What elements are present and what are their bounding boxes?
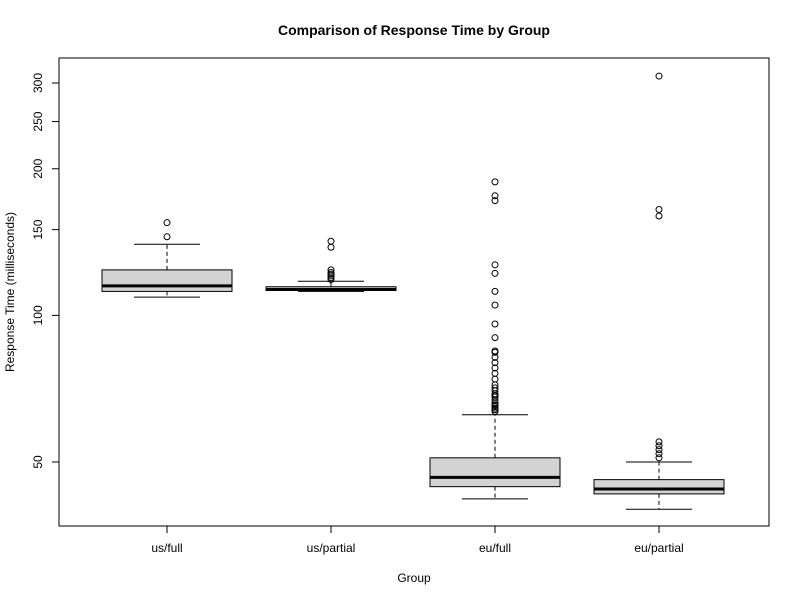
- outlier-point: [655, 212, 663, 220]
- outlier-point: [655, 454, 663, 462]
- outlier-point: [491, 347, 499, 355]
- box-series: [101, 72, 725, 510]
- outlier-point: [327, 237, 335, 245]
- outlier-point: [491, 269, 499, 277]
- outlier-point: [327, 266, 335, 274]
- box-group: [429, 178, 561, 500]
- outlier-point: [655, 446, 663, 454]
- y-axis-label: Response Time (milliseconds): [3, 212, 17, 372]
- outlier-point: [491, 301, 499, 309]
- box-group: [593, 72, 725, 510]
- outlier-point: [491, 359, 499, 367]
- y-axis: 50 100 150 200 250 300: [31, 73, 60, 469]
- x-tick-label: us/partial: [307, 541, 356, 555]
- outlier-point: [491, 287, 499, 295]
- y-tick-label: 150: [31, 219, 45, 239]
- outlier-point: [655, 72, 663, 80]
- chart-title: Comparison of Response Time by Group: [278, 22, 550, 38]
- iqr-box: [101, 269, 233, 292]
- outlier-point: [655, 438, 663, 446]
- outlier-point: [327, 268, 335, 276]
- x-tick-label: eu/partial: [634, 541, 683, 555]
- outlier-point: [655, 205, 663, 213]
- outlier-point: [491, 334, 499, 342]
- outlier-point: [491, 178, 499, 186]
- y-tick-label: 100: [31, 305, 45, 325]
- outlier-point: [491, 384, 499, 392]
- y-tick-label: 250: [31, 111, 45, 131]
- outlier-point: [327, 243, 335, 251]
- box-group: [101, 219, 233, 298]
- outlier-point: [163, 219, 171, 227]
- iqr-box: [429, 457, 561, 488]
- outlier-point: [491, 197, 499, 205]
- x-axis-label: Group: [397, 571, 431, 585]
- outlier-point: [163, 233, 171, 241]
- outlier-point: [491, 364, 499, 372]
- outlier-point: [655, 442, 663, 450]
- plot-frame: [58, 57, 770, 527]
- x-tick-label: eu/full: [479, 541, 511, 555]
- y-tick-label: 50: [31, 455, 45, 469]
- outlier-point: [491, 192, 499, 200]
- outlier-point: [491, 369, 499, 377]
- y-tick-label: 300: [31, 73, 45, 93]
- box-group: [265, 237, 397, 292]
- outlier-point: [491, 261, 499, 269]
- x-tick-label: us/full: [151, 541, 182, 555]
- outlier-point: [491, 320, 499, 328]
- outlier-point: [491, 375, 499, 383]
- x-axis: us/full us/partial eu/full eu/partial: [151, 525, 684, 555]
- iqr-box: [593, 479, 725, 495]
- outlier-point: [655, 450, 663, 458]
- y-tick-label: 200: [31, 158, 45, 178]
